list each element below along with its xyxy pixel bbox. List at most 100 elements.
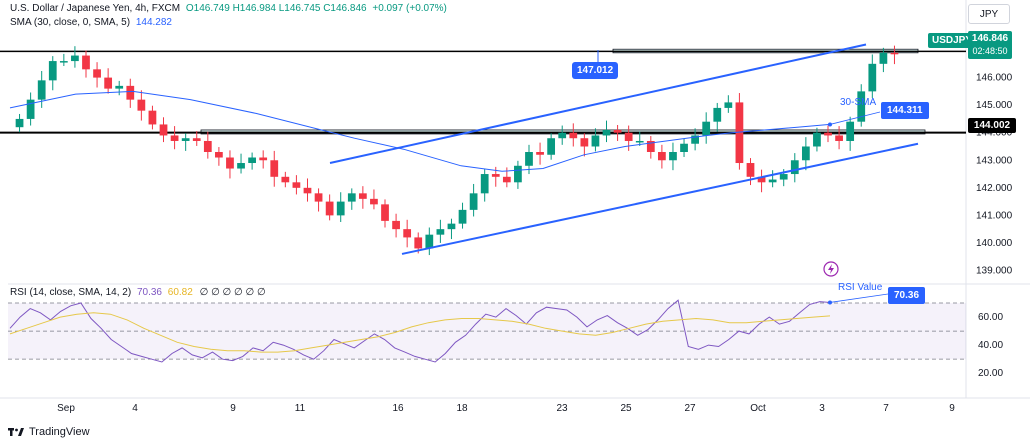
candle-body: [824, 132, 832, 136]
candle-body: [37, 80, 46, 100]
price-callout: 147.012: [572, 62, 619, 79]
sma-marker: [828, 122, 832, 127]
candle-body: [613, 129, 622, 133]
candle-body: [403, 229, 412, 238]
candle-body: [768, 179, 777, 183]
candle-body: [392, 220, 400, 230]
x-tick-label: Oct: [750, 403, 766, 414]
price-tick-label: 140.000: [976, 238, 1013, 249]
candle-body: [370, 198, 378, 205]
candle-body: [215, 152, 223, 158]
x-tick-label: 18: [456, 403, 468, 414]
rsi-marker: [828, 300, 832, 305]
candle-body: [536, 152, 544, 155]
candle-body: [181, 138, 190, 141]
candle-body: [790, 160, 799, 175]
candle-body: [170, 135, 179, 141]
alert-icon-bolt: [828, 264, 834, 274]
candle-body: [890, 52, 899, 55]
rsi-value: 70.36: [136, 287, 162, 298]
candle-body: [203, 140, 212, 152]
candle-body: [746, 163, 755, 177]
price-badge: 146.846 02:48:50: [968, 31, 1012, 59]
candle-body: [71, 55, 79, 62]
candle-body: [159, 124, 168, 136]
candle-body: [325, 201, 334, 216]
rsi-tick-label: 60.00: [978, 312, 1003, 323]
candle-body: [713, 107, 722, 122]
candle-body: [115, 85, 124, 89]
rsi-empty-values: ∅ ∅ ∅ ∅ ∅ ∅: [199, 287, 266, 298]
candle-body: [835, 135, 843, 141]
rsi-label: RSI (14, close, SMA, 14, 2): [10, 287, 132, 298]
candle-body: [779, 174, 788, 180]
candle-body: [846, 121, 855, 141]
channel-lower-line: [401, 142, 919, 255]
sma-line: [9, 90, 831, 172]
candle-body: [724, 102, 733, 108]
price-tick-label: 143.000: [976, 155, 1013, 166]
rsi-legend: RSI (14, close, SMA, 14, 2) 70.36 60.82 …: [10, 287, 266, 298]
candle-body: [502, 176, 511, 183]
sma-legend: SMA (30, close, 0, SMA, 5) 144.282: [10, 17, 172, 28]
x-tick-label: 9: [949, 403, 955, 414]
x-tick-label: 7: [883, 403, 889, 414]
tradingview-logo-icon: [8, 428, 24, 436]
candle-body: [414, 237, 423, 249]
candle-body: [813, 132, 821, 147]
candle-body: [270, 160, 279, 177]
candle-body: [347, 193, 356, 202]
candle-body: [757, 176, 766, 183]
x-tick-label: 3: [819, 403, 825, 414]
candle-body: [82, 55, 90, 70]
candle-body: [436, 229, 445, 235]
candle-body: [658, 152, 666, 161]
rsi-annotation: RSI Value: [838, 282, 883, 293]
price-tick-label: 144.000: [976, 128, 1013, 139]
candle-body: [735, 102, 744, 164]
candle-body: [237, 163, 245, 169]
candle-body: [447, 223, 456, 230]
candle-body: [669, 152, 677, 161]
rsi-sma-value: 60.82: [167, 287, 193, 298]
x-tick-label: 11: [295, 403, 306, 414]
candle-body: [292, 182, 301, 188]
candle-body: [192, 138, 201, 141]
price-change: +0.097 (+0.07%): [372, 3, 447, 14]
candle-body: [702, 121, 711, 136]
candle-body: [15, 118, 24, 128]
candle-body: [303, 187, 312, 194]
x-tick-label: 23: [556, 403, 568, 414]
symbol-title: U.S. Dollar / Japanese Yen, 4h, FXCM: [10, 3, 181, 14]
candle-body: [469, 193, 478, 210]
candle-body: [59, 61, 68, 63]
candle-body: [580, 138, 589, 147]
price-tick-label: 142.000: [976, 183, 1013, 194]
candle-body: [93, 69, 101, 78]
level-badge: 144.002: [968, 118, 1016, 133]
footer: TradingView: [8, 426, 90, 438]
candle-body: [569, 132, 578, 139]
sma-value: 144.282: [135, 17, 172, 28]
symbol-badge: USDJPY: [928, 33, 972, 48]
x-tick-label: Sep: [57, 403, 75, 414]
sma-label-connector: [829, 111, 881, 125]
x-tick-label: 9: [230, 403, 236, 414]
candle-body: [126, 85, 135, 100]
price-badge-value: 146.846: [971, 33, 1009, 44]
sma-annotation: 30-SMA: [840, 97, 877, 108]
candle-body: [635, 140, 644, 143]
sma-value-badge: 144.311: [881, 102, 929, 119]
alert-icon-ring: [823, 261, 839, 277]
candle-body: [381, 204, 389, 221]
candle-body: [646, 140, 655, 152]
rsi-line: [9, 299, 831, 363]
price-tick-label: 145.000: [976, 100, 1013, 111]
candle-body: [602, 129, 611, 136]
rsi-value-badge: 70.36: [888, 287, 926, 304]
candle-body: [491, 174, 500, 177]
symbol-legend: U.S. Dollar / Japanese Yen, 4h, FXCM O14…: [10, 3, 447, 14]
currency-button[interactable]: JPY: [968, 4, 1010, 24]
candle-body: [358, 193, 367, 199]
